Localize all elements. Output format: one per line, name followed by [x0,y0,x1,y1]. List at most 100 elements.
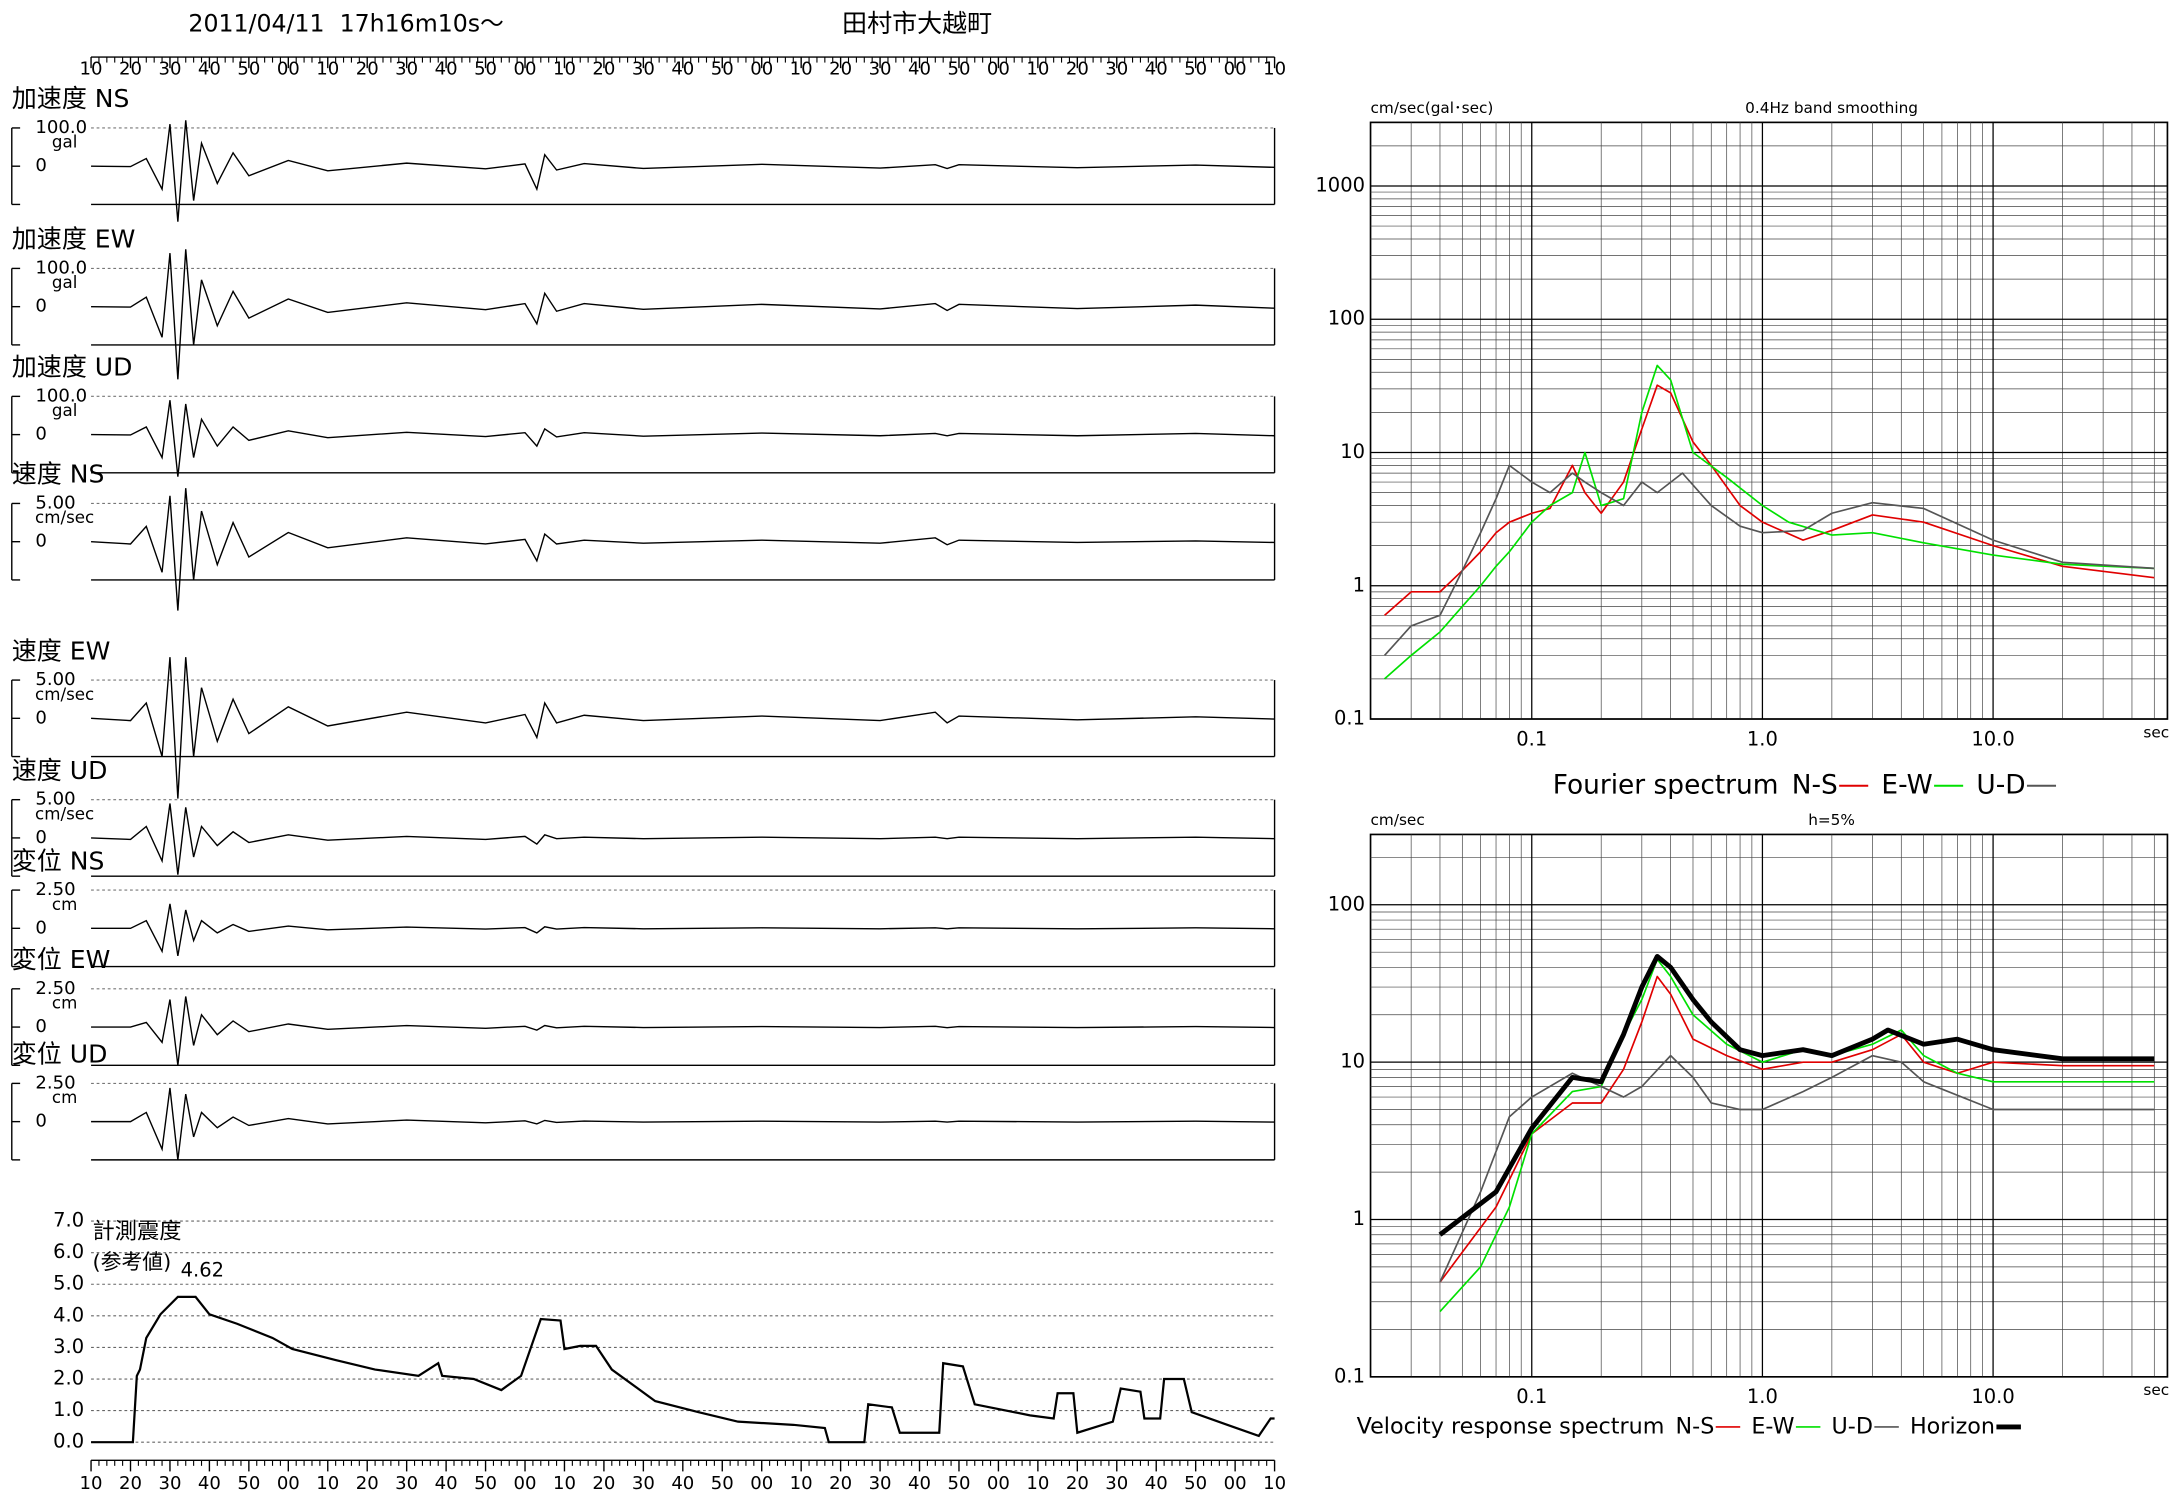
time-tick-label: 00 [1224,59,1247,80]
y-tick-label: 0 [35,531,47,552]
time-tick-label: 20 [592,1473,615,1494]
time-tick-label: 30 [158,59,181,80]
x-tick-label: 10.0 [1971,727,2014,750]
waveform-trace [91,903,1275,956]
unit-label: cm [52,1088,77,1107]
y-tick-label: 0 [35,296,47,317]
y-tick-label: 5.00 [35,669,75,690]
y-tick-label: 0 [35,827,47,848]
waveform-trace [91,1087,1275,1160]
panel-title: 変位 UD [12,1040,108,1069]
plot-frame [1369,121,2169,720]
waveform-trace [91,488,1275,611]
time-tick-label: 20 [829,1473,852,1494]
time-tick-label: 50 [237,59,260,80]
time-tick-label: 10 [1263,59,1286,80]
chart-title: Fourier spectrum [1553,769,1779,800]
plot-frame [1369,833,2169,1378]
y-tick-label: 6.0 [53,1240,84,1263]
y-tick-label: 0 [35,707,47,728]
y-tick-label: 1000 [1315,173,1365,196]
y-tick-label: 100 [1328,892,1365,915]
unit-label: cm [52,895,77,914]
spectrum-line [1383,364,2155,680]
spectrum-line [1383,384,2155,616]
panel-title: 加速度 UD [12,353,133,382]
time-tick-label: 20 [356,1473,379,1494]
time-tick-label: 40 [671,1473,694,1494]
time-tick-label: 40 [1145,59,1168,80]
y-tick-label: 0 [35,155,47,176]
time-tick-label: 40 [198,59,221,80]
time-tick-label: 50 [474,59,497,80]
waveform-trace [91,249,1275,380]
panel-title: 速度 NS [12,460,105,489]
spectrum-line [1439,1054,2155,1283]
time-tick-label: 30 [395,59,418,80]
x-tick-label: 10.0 [1971,1385,2014,1408]
time-tick-label: 50 [947,59,970,80]
chart-subtitle: 0.4Hz band smoothing [1745,99,1918,117]
y-tick-label: 0 [35,424,47,445]
unit-label: cm/sec [35,508,94,527]
x-axis-label: sec [2143,1381,2169,1399]
time-tick-label: 30 [395,1473,418,1494]
time-tick-label: 40 [198,1473,221,1494]
panel-title: 速度 UD [12,756,108,785]
legend-label: E-W [1751,1413,1794,1439]
time-tick-label: 20 [119,59,142,80]
time-tick-label: 50 [711,59,734,80]
time-tick-label: 20 [119,1473,142,1494]
time-tick-label: 40 [435,1473,458,1494]
time-tick-label: 50 [947,1473,970,1494]
y-tick-label: 0 [35,917,47,938]
y-tick-label: 0 [35,1111,47,1132]
time-tick-label: 00 [514,1473,537,1494]
y-tick-label: 1 [1353,1207,1365,1230]
y-tick-label: 4.0 [53,1303,84,1326]
x-tick-label: 0.1 [1516,1385,1547,1408]
y-tick-label: 1 [1353,573,1365,596]
spectrum-line [1439,975,2155,1283]
waveform-trace [91,657,1275,799]
time-tick-label: 30 [632,1473,655,1494]
y-tick-label: 2.0 [53,1367,84,1390]
time-tick-label: 10 [1026,59,1049,80]
time-tick-label: 10 [80,59,103,80]
panel-title: 加速度 EW [12,225,136,254]
unit-label: cm/sec [35,685,94,704]
y-tick-label: 2.50 [35,879,75,900]
time-tick-label: 00 [750,1473,773,1494]
time-tick-label: 30 [869,1473,892,1494]
x-tick-label: 0.1 [1516,727,1547,750]
time-tick-label: 10 [790,59,813,80]
time-tick-label: 00 [277,59,300,80]
time-tick-label: 10 [553,1473,576,1494]
unit-label: cm/sec [35,804,94,823]
time-tick-label: 10 [80,1473,103,1494]
y-tick-label: 100.0 [35,117,87,138]
chart-subtitle: (参考値) [92,1250,171,1274]
time-tick-label: 00 [750,59,773,80]
spectrum-line [1438,953,2155,1237]
y-axis-label: cm/sec(gal･sec) [1371,99,1494,117]
time-tick-label: 00 [987,1473,1010,1494]
time-tick-label: 10 [790,1473,813,1494]
time-tick-label: 10 [316,59,339,80]
time-tick-label: 50 [711,1473,734,1494]
panel-title: 変位 EW [12,945,111,974]
y-tick-label: 100.0 [35,385,87,406]
time-tick-label: 30 [1105,1473,1128,1494]
y-tick-label: 10 [1340,1050,1365,1073]
time-tick-label: 10 [553,59,576,80]
unit-label: gal [52,133,77,152]
time-tick-label: 20 [1066,1473,1089,1494]
time-tick-label: 50 [474,1473,497,1494]
time-tick-label: 20 [1066,59,1089,80]
station-name: 田村市大越町 [842,9,992,38]
unit-label: gal [52,401,77,420]
time-tick-label: 50 [1184,1473,1207,1494]
waveform-trace [91,120,1275,222]
x-tick-label: 1.0 [1747,1385,1778,1408]
